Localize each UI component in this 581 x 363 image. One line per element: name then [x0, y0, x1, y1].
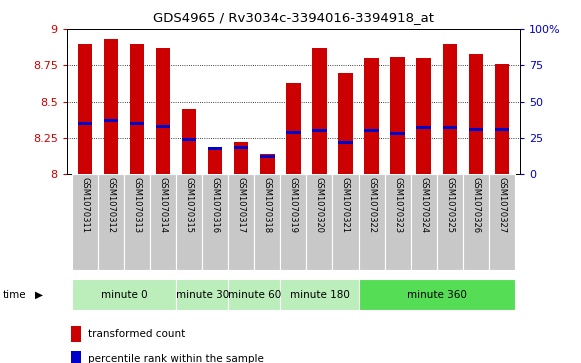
Text: GSM1070314: GSM1070314 — [159, 177, 168, 233]
Bar — [228, 280, 281, 310]
Bar — [411, 174, 437, 270]
Bar — [364, 58, 379, 174]
Bar — [443, 126, 457, 129]
Bar — [332, 174, 358, 270]
Bar — [98, 174, 124, 270]
Bar — [468, 54, 483, 174]
Bar — [72, 280, 176, 310]
Text: transformed count: transformed count — [88, 329, 185, 339]
Bar — [71, 351, 81, 363]
Bar — [390, 132, 405, 135]
Bar — [443, 44, 457, 174]
Bar — [130, 122, 144, 125]
Bar — [489, 174, 515, 270]
Text: GSM1070323: GSM1070323 — [393, 177, 402, 233]
Bar — [494, 128, 509, 131]
Text: GSM1070316: GSM1070316 — [211, 177, 220, 233]
Text: GSM1070321: GSM1070321 — [341, 177, 350, 233]
Bar — [338, 141, 353, 144]
Bar — [182, 138, 196, 141]
Bar — [462, 174, 489, 270]
Bar — [234, 146, 249, 149]
Text: GSM1070312: GSM1070312 — [106, 177, 116, 233]
Bar — [313, 129, 327, 132]
Bar — [104, 39, 119, 174]
Text: GSM1070326: GSM1070326 — [471, 177, 480, 233]
Text: GSM1070327: GSM1070327 — [497, 177, 506, 233]
Bar — [208, 147, 223, 150]
Bar — [150, 174, 176, 270]
Text: GDS4965 / Rv3034c-3394016-3394918_at: GDS4965 / Rv3034c-3394016-3394918_at — [153, 11, 434, 24]
Bar — [437, 174, 462, 270]
Bar — [124, 174, 150, 270]
Bar — [468, 128, 483, 131]
Bar — [417, 58, 431, 174]
Text: GSM1070319: GSM1070319 — [289, 177, 298, 233]
Text: GSM1070325: GSM1070325 — [445, 177, 454, 233]
Text: minute 0: minute 0 — [101, 290, 148, 300]
Bar — [176, 174, 202, 270]
Text: percentile rank within the sample: percentile rank within the sample — [88, 354, 264, 363]
Bar — [254, 174, 281, 270]
Bar — [364, 129, 379, 132]
Bar — [78, 122, 92, 125]
Bar — [385, 174, 411, 270]
Bar — [281, 174, 306, 270]
Text: GSM1070318: GSM1070318 — [263, 177, 272, 233]
Bar — [72, 174, 98, 270]
Bar — [286, 131, 300, 134]
Bar — [228, 174, 254, 270]
Bar — [130, 44, 144, 174]
Bar — [286, 83, 300, 174]
Text: GSM1070322: GSM1070322 — [367, 177, 376, 233]
Bar — [260, 155, 274, 158]
Bar — [78, 44, 92, 174]
Bar — [156, 48, 170, 174]
Bar — [71, 326, 81, 342]
Bar — [104, 119, 119, 122]
Text: minute 60: minute 60 — [228, 290, 281, 300]
Bar — [313, 48, 327, 174]
Text: GSM1070324: GSM1070324 — [419, 177, 428, 233]
Bar — [358, 280, 515, 310]
Bar — [156, 125, 170, 128]
Bar — [182, 109, 196, 174]
Bar — [390, 57, 405, 174]
Bar — [176, 280, 228, 310]
Bar — [306, 174, 332, 270]
Bar — [208, 148, 223, 174]
Text: minute 180: minute 180 — [289, 290, 349, 300]
Text: GSM1070317: GSM1070317 — [237, 177, 246, 233]
Text: ▶: ▶ — [35, 290, 43, 300]
Text: minute 30: minute 30 — [175, 290, 229, 300]
Bar — [358, 174, 385, 270]
Bar — [494, 64, 509, 174]
Text: minute 360: minute 360 — [407, 290, 467, 300]
Bar — [338, 73, 353, 174]
Text: time: time — [3, 290, 27, 300]
Text: GSM1070311: GSM1070311 — [81, 177, 89, 233]
Text: GSM1070320: GSM1070320 — [315, 177, 324, 233]
Text: GSM1070313: GSM1070313 — [132, 177, 142, 233]
Bar — [417, 126, 431, 129]
Bar — [234, 142, 249, 174]
Text: GSM1070315: GSM1070315 — [185, 177, 193, 233]
Bar — [202, 174, 228, 270]
Bar — [260, 154, 274, 174]
Bar — [281, 280, 358, 310]
